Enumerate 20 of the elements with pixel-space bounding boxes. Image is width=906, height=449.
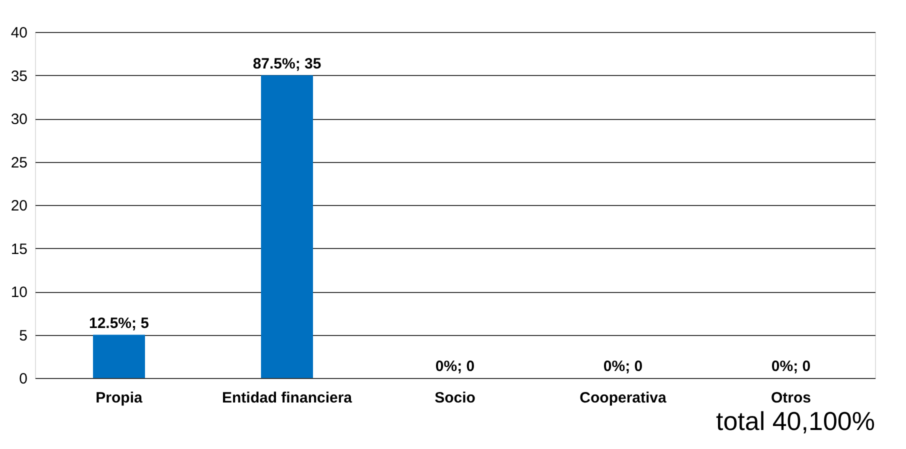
y-tick-label: 20 — [10, 198, 28, 214]
x-tick-label: Otros — [770, 390, 812, 406]
y-tick-label: 0 — [19, 370, 28, 388]
data-label: 0%; 0 — [771, 358, 811, 375]
data-label: 12.5%; 5 — [88, 314, 150, 332]
text: total 40,100% — [716, 406, 875, 436]
y-tick-label: 5 — [19, 327, 28, 344]
y-tick-label: 25 — [10, 154, 28, 172]
x-tick-label: Socio — [434, 390, 476, 406]
y-tick-label: 10 — [10, 284, 28, 301]
y-tick-label: 40 — [10, 24, 28, 42]
x-tick-label: Entidad financiera — [222, 390, 353, 406]
y-tick-label: 35 — [10, 68, 28, 85]
y-tick-label: 30 — [10, 111, 28, 128]
data-label: 0%; 0 — [603, 358, 643, 375]
data-label: 87.5%; 35 — [252, 55, 322, 72]
y-tick-label: 15 — [10, 240, 28, 258]
x-tick-label: Propia — [96, 390, 143, 406]
data-label: 0%; 0 — [435, 358, 475, 375]
x-tick-label: Cooperativa — [580, 390, 667, 406]
